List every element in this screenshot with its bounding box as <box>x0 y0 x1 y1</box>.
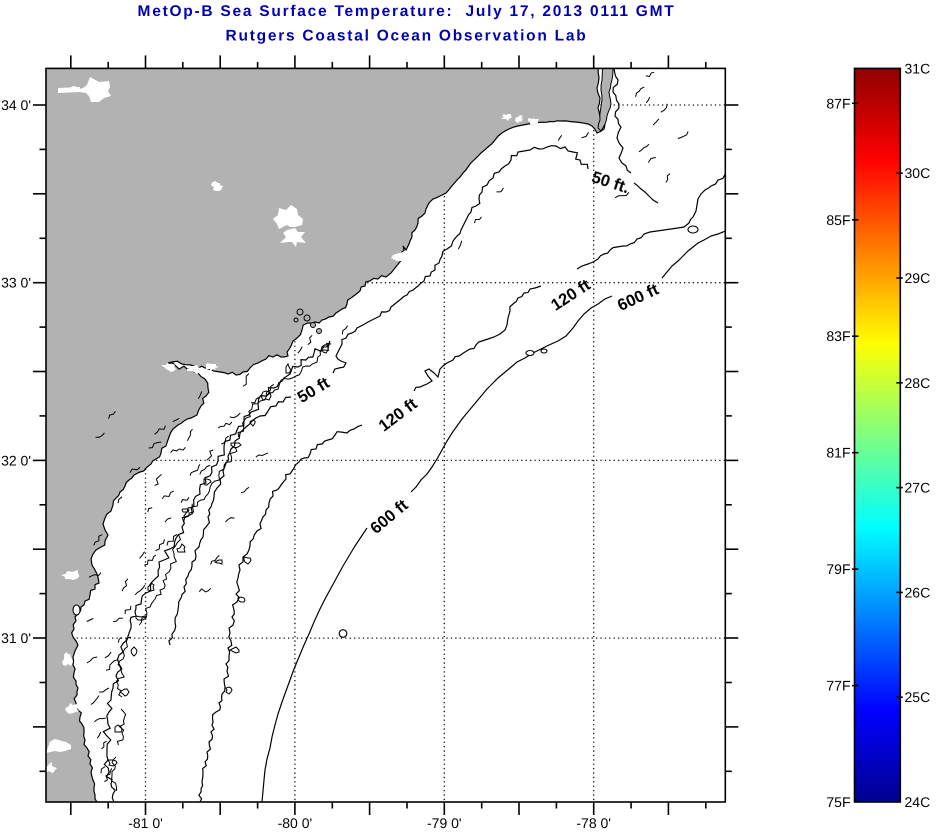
svg-text:120 ft: 120 ft <box>375 395 421 436</box>
svg-text:29C: 29C <box>905 270 931 286</box>
svg-text:24C: 24C <box>905 794 931 810</box>
svg-text:600 ft: 600 ft <box>615 280 662 315</box>
svg-text:33 0': 33 0' <box>1 275 31 291</box>
svg-text:MetOp-B Sea Surface Temperatur: MetOp-B Sea Surface Temperature: July 17… <box>138 3 676 20</box>
svg-text:79F: 79F <box>826 561 850 577</box>
svg-text:-81 0': -81 0' <box>128 815 163 831</box>
svg-text:50 ft.: 50 ft. <box>589 168 631 197</box>
svg-text:32 0': 32 0' <box>1 452 31 468</box>
svg-text:83F: 83F <box>826 328 850 344</box>
svg-text:87F: 87F <box>826 95 850 111</box>
svg-text:31C: 31C <box>905 60 931 76</box>
svg-text:85F: 85F <box>826 212 850 228</box>
svg-text:28C: 28C <box>905 375 931 391</box>
svg-text:Rutgers Coastal Ocean Observat: Rutgers Coastal Ocean Observation Lab <box>226 28 588 45</box>
svg-text:30C: 30C <box>905 165 931 181</box>
svg-text:77F: 77F <box>826 678 850 694</box>
svg-text:27C: 27C <box>905 480 931 496</box>
svg-text:81F: 81F <box>826 445 850 461</box>
svg-text:26C: 26C <box>905 584 931 600</box>
svg-text:31 0': 31 0' <box>1 630 31 646</box>
svg-text:-78 0': -78 0' <box>576 815 611 831</box>
svg-text:34 0': 34 0' <box>1 97 31 113</box>
svg-text:120 ft: 120 ft <box>548 276 594 315</box>
svg-text:25C: 25C <box>905 689 931 705</box>
svg-text:75F: 75F <box>826 794 850 810</box>
svg-text:50 ft: 50 ft <box>294 374 333 407</box>
svg-text:-80 0': -80 0' <box>278 815 313 831</box>
svg-text:600 ft: 600 ft <box>367 496 412 538</box>
svg-text:-79 0': -79 0' <box>427 815 462 831</box>
